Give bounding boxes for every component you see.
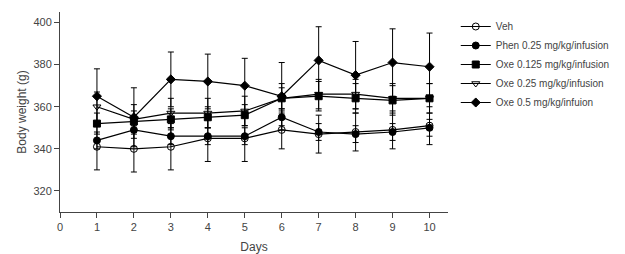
svg-text:Oxe 0.5 mg/kg/infuion: Oxe 0.5 mg/kg/infuion (496, 97, 593, 108)
svg-text:0: 0 (57, 221, 63, 233)
svg-text:Oxe 0.125 mg/kg/infusion: Oxe 0.125 mg/kg/infusion (496, 59, 609, 70)
svg-text:2: 2 (131, 221, 137, 233)
svg-text:360: 360 (33, 101, 51, 113)
svg-text:Days: Days (240, 240, 267, 254)
svg-text:Oxe 0.25 mg/kg/infusion: Oxe 0.25 mg/kg/infusion (496, 78, 604, 89)
svg-text:8: 8 (353, 221, 359, 233)
svg-text:1: 1 (94, 221, 100, 233)
svg-text:320: 320 (33, 185, 51, 197)
svg-text:Body weight (g): Body weight (g) (15, 70, 29, 153)
svg-text:3: 3 (168, 221, 174, 233)
svg-text:7: 7 (316, 221, 322, 233)
svg-text:Veh: Veh (496, 21, 513, 32)
svg-text:5: 5 (242, 221, 248, 233)
svg-text:340: 340 (33, 143, 51, 155)
svg-text:4: 4 (205, 221, 211, 233)
svg-text:380: 380 (33, 58, 51, 70)
svg-text:10: 10 (423, 221, 435, 233)
svg-text:9: 9 (390, 221, 396, 233)
svg-text:Phen 0.25 mg/kg/infusion: Phen 0.25 mg/kg/infusion (496, 40, 609, 51)
svg-text:6: 6 (279, 221, 285, 233)
svg-text:400: 400 (33, 16, 51, 28)
